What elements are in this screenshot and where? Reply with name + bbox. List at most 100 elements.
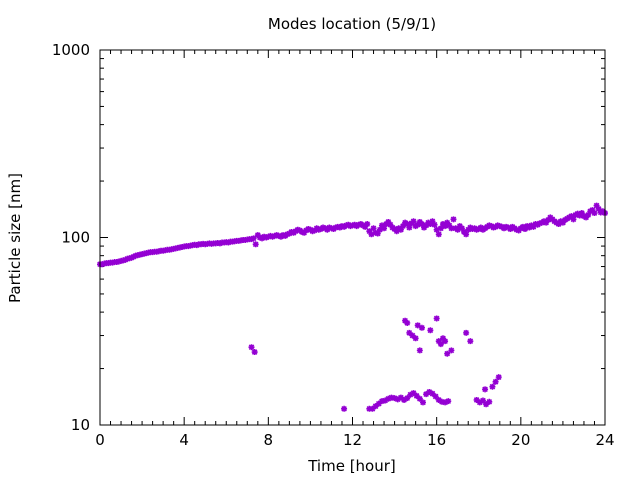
data-point	[366, 405, 373, 412]
data-point	[530, 223, 537, 230]
tick-label: 4	[179, 431, 189, 449]
data-point	[435, 231, 442, 238]
data-point	[444, 350, 451, 357]
data-point	[261, 233, 268, 240]
data-point	[442, 399, 449, 406]
tick-label: 12	[343, 431, 362, 449]
data-point	[437, 225, 444, 232]
data-point	[269, 233, 276, 240]
data-point	[418, 221, 425, 228]
data-point	[442, 338, 449, 345]
data-point	[555, 221, 562, 228]
data-point	[438, 398, 445, 405]
data-point	[423, 391, 430, 398]
data-point	[473, 396, 480, 403]
data-point	[366, 228, 373, 235]
data-point	[414, 322, 421, 329]
data-point	[450, 216, 457, 223]
tick-label: 16	[427, 431, 446, 449]
tick-label: 1000	[52, 41, 90, 59]
data-point	[433, 226, 440, 233]
data-point	[362, 223, 369, 230]
data-point	[376, 226, 383, 233]
data-point	[429, 218, 436, 225]
data-point	[495, 374, 502, 381]
data-point	[568, 213, 575, 220]
data-point	[559, 219, 566, 226]
data-point	[427, 221, 434, 228]
data-point	[368, 231, 375, 238]
data-point	[419, 399, 426, 406]
tick-label: 24	[595, 431, 614, 449]
data-point	[418, 324, 425, 331]
data-point	[401, 396, 408, 403]
data-point	[393, 228, 400, 235]
data-point	[486, 398, 493, 405]
data-point	[225, 239, 232, 246]
data-point	[391, 395, 398, 402]
data-point	[463, 231, 470, 238]
tick-label: 0	[95, 431, 105, 449]
data-point	[426, 388, 433, 395]
data-point	[216, 240, 223, 247]
data-point	[248, 344, 255, 351]
data-point	[378, 222, 385, 229]
data-point	[583, 214, 590, 221]
data-point	[364, 221, 371, 228]
data-point	[341, 405, 348, 412]
data-point	[400, 223, 406, 230]
data-point	[385, 218, 392, 225]
data-point	[248, 236, 255, 243]
data-point	[263, 234, 270, 241]
data-point	[406, 329, 413, 336]
data-point	[593, 202, 600, 209]
data-point	[446, 222, 453, 229]
data-point	[444, 219, 451, 226]
data-point	[433, 315, 440, 322]
data-point	[388, 394, 395, 401]
data-point	[250, 235, 257, 242]
data-point	[404, 395, 411, 402]
data-point	[414, 221, 421, 228]
data-point	[454, 226, 461, 233]
data-point	[387, 221, 394, 228]
data-point	[482, 386, 489, 393]
data-point	[522, 226, 529, 233]
data-point	[193, 242, 200, 249]
data-point	[397, 226, 404, 233]
data-point	[267, 232, 274, 239]
data-point	[595, 205, 602, 212]
data-point	[416, 347, 423, 354]
data-point	[407, 391, 414, 398]
data-point	[437, 341, 444, 348]
data-point	[435, 396, 442, 403]
data-point	[570, 216, 577, 223]
data-point	[545, 216, 552, 223]
data-point	[467, 338, 474, 345]
data-point	[378, 398, 385, 405]
data-point	[489, 383, 496, 390]
data-point	[265, 233, 272, 240]
data-point	[382, 397, 389, 404]
data-point	[275, 232, 282, 239]
data-point	[397, 394, 404, 401]
data-point	[404, 319, 411, 326]
data-point	[442, 223, 449, 230]
x-axis-label: Time [hour]	[307, 457, 396, 475]
data-point	[445, 398, 452, 405]
data-point	[576, 212, 583, 219]
data-point	[589, 207, 596, 214]
data-point	[435, 338, 442, 345]
data-point	[479, 397, 486, 404]
data-point	[369, 405, 376, 412]
data-point	[429, 390, 436, 397]
data-point	[427, 327, 434, 334]
data-point	[463, 329, 470, 336]
data-point	[591, 210, 598, 217]
data-point	[410, 218, 417, 225]
tick-label: 8	[264, 431, 274, 449]
data-point	[416, 395, 423, 402]
data-point	[410, 390, 417, 397]
